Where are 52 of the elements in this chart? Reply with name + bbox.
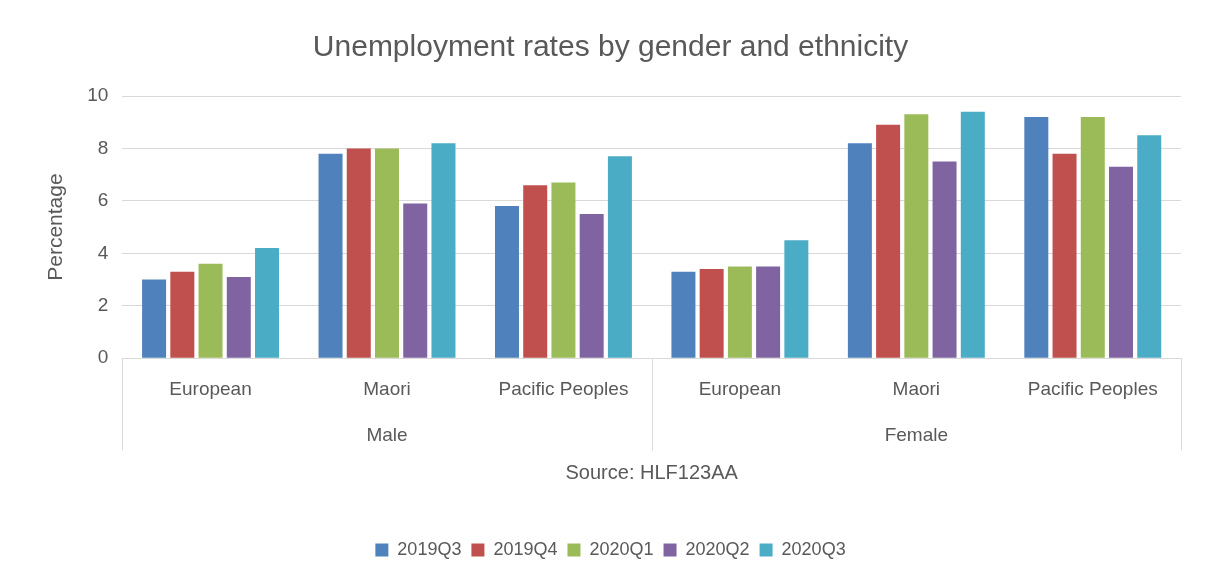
y-tick-label: 10 [87,84,109,106]
y-tick-label: 4 [97,241,109,263]
bar [1109,166,1134,358]
bar [318,153,343,358]
bar [699,269,724,358]
bar [784,240,809,358]
bar [1137,135,1162,358]
x-tick-label: European [169,377,252,399]
x-tick-label: European [698,377,782,399]
x-tick-label: Pacific Peoples [1027,377,1158,399]
bar [142,279,167,358]
bar [1024,116,1049,358]
bar [579,213,604,358]
x-tick-label: Maori [363,377,411,399]
x-tick-label: Pacific Peoples [498,377,629,399]
bar [932,161,957,358]
bar [170,271,195,358]
chart-title: Unemployment rates by gender and ethnicity [312,29,909,63]
bar [756,266,781,358]
bar [494,206,519,358]
bar [375,148,399,358]
y-tick-label: 6 [97,189,109,211]
legend-label: 2019Q3 [397,538,462,559]
bar [607,156,632,358]
bar [403,203,428,358]
bar [255,248,280,358]
bar [523,185,548,358]
bar [346,148,371,358]
bar [551,182,576,358]
bar [198,263,223,358]
bar [847,143,872,358]
y-tick-label: 0 [97,346,109,368]
legend-label: 2019Q4 [493,538,558,559]
bar [431,143,456,358]
bar [876,124,901,358]
source-note: Source: HLF123AA [565,460,739,483]
text: Male [366,424,408,446]
legend-label: 2020Q2 [685,538,750,559]
legend-label: 2020Q3 [781,538,846,559]
y-axis-title: Percentage [43,173,67,281]
y-tick-label: 8 [97,136,109,158]
legend-label: 2020Q1 [589,538,654,559]
bar [904,114,929,358]
bar [727,266,752,358]
bar [960,111,985,358]
x-tick-label: Maori [892,377,941,399]
bar [1052,153,1077,358]
bar [226,276,251,358]
bar [671,271,696,358]
bar [1080,116,1105,358]
y-tick-label: 2 [97,293,109,315]
text: Female [884,424,949,446]
